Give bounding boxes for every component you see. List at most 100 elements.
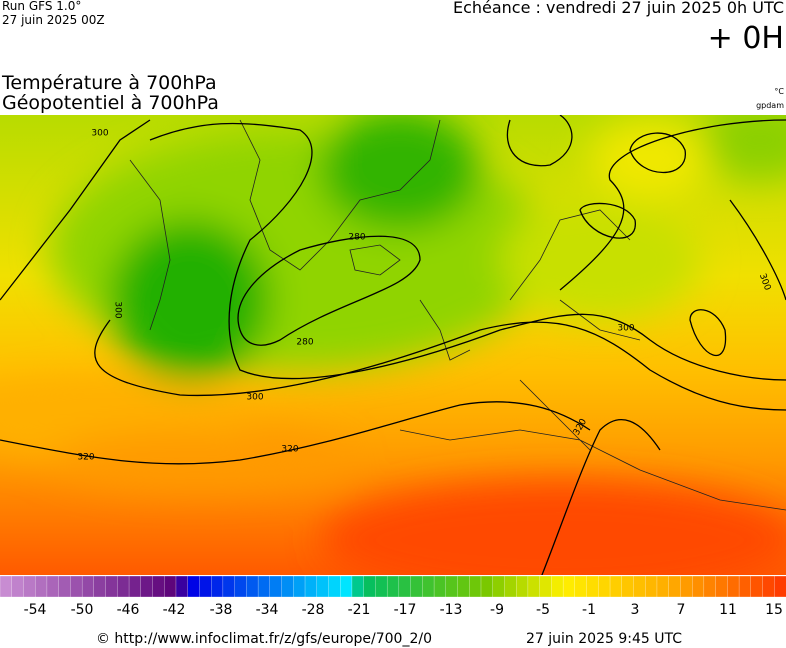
swatch [398, 575, 412, 598]
scale-label: -42 [163, 602, 186, 618]
contour-label: 280 [296, 338, 313, 348]
unit: °C [774, 87, 784, 96]
swatch [750, 575, 764, 598]
swatch [645, 575, 658, 598]
map: 300 280 280 300 300 300 300 320 320 320 [0, 115, 786, 575]
scale-label: -54 [24, 602, 47, 618]
swatch [586, 575, 599, 598]
run: Run GFS 1.0° [2, 0, 81, 13]
swatch [70, 575, 83, 598]
scale-label: -1 [582, 602, 596, 618]
swatch [480, 575, 494, 598]
swatch [93, 575, 107, 598]
swatch [340, 575, 353, 598]
swatch [46, 575, 60, 598]
swatch [609, 575, 623, 598]
scale-label: -50 [71, 602, 94, 618]
swatch [562, 575, 576, 598]
scale-label: 7 [677, 602, 686, 618]
swatch [504, 575, 517, 598]
scale-label: -21 [348, 602, 371, 618]
unit: gpdam [756, 101, 784, 110]
swatch [328, 575, 341, 598]
scale-label: -13 [440, 602, 463, 618]
swatch [574, 575, 588, 598]
run-date: 27 juin 2025 00Z [2, 13, 105, 27]
title: Géopotentiel à 700hPa [2, 92, 219, 114]
swatch [375, 575, 388, 598]
swatch [551, 575, 564, 598]
swatch [140, 575, 154, 598]
swatch [445, 575, 459, 598]
swatch [304, 575, 318, 598]
contour-label: 280 [348, 233, 365, 243]
scale-label: 11 [719, 602, 737, 618]
source-url: © http://www.infoclimat.fr/z/gfs/europe/… [96, 631, 432, 647]
echeance: Echéance : vendredi 27 juin 2025 0h UTC [453, 0, 784, 17]
swatch [703, 575, 717, 598]
swatch [527, 575, 541, 598]
swatch [128, 575, 142, 598]
swatch [0, 575, 13, 598]
swatch [363, 575, 377, 598]
swatch [656, 575, 670, 598]
swatch [774, 575, 786, 598]
contour-label: 320 [281, 445, 298, 455]
swatch [211, 575, 224, 598]
swatch [246, 575, 259, 598]
scale-label: -9 [490, 602, 504, 618]
swatch [727, 575, 740, 598]
swatch [164, 575, 177, 598]
swatch [105, 575, 118, 598]
swatch [738, 575, 752, 598]
swatch [386, 575, 400, 598]
swatch [293, 575, 306, 598]
swatch [58, 575, 72, 598]
swatch [152, 575, 165, 598]
scale-label: -17 [394, 602, 417, 618]
swatch [351, 575, 365, 598]
scale-label: -28 [302, 602, 325, 618]
scale-label: -34 [256, 602, 279, 618]
color-scale [0, 575, 786, 598]
swatch [492, 575, 506, 598]
swatch [691, 575, 705, 598]
scale-label: 15 [765, 602, 783, 618]
swatch [81, 575, 95, 598]
contour-label: 320 [77, 453, 94, 463]
swatch [23, 575, 36, 598]
scale-label: -46 [117, 602, 140, 618]
title: Température à 700hPa [1, 72, 217, 94]
swatch [433, 575, 447, 598]
scale-label: -38 [210, 602, 233, 618]
color-scale-labels: -54 -50 -46 -42 -38 -34 -28 -21 -17 -13 -9 -5 -1 3 7 11… [24, 602, 783, 618]
swatch [516, 575, 529, 598]
swatch [621, 575, 635, 598]
scale-label: -5 [536, 602, 550, 618]
contour-label: 300 [246, 393, 263, 403]
contour-label: 300 [113, 301, 123, 318]
contour-label: 300 [617, 324, 634, 334]
swatch [11, 575, 25, 598]
swatch [762, 575, 775, 598]
swatch [598, 575, 611, 598]
scale-label: 3 [631, 602, 640, 618]
swatch [187, 575, 201, 598]
swatch [410, 575, 423, 598]
swatch [234, 575, 248, 598]
swatch [269, 575, 283, 598]
swatch [422, 575, 435, 598]
swatch [281, 575, 294, 598]
swatch [316, 575, 330, 598]
swatch [35, 575, 48, 598]
swatch [715, 575, 728, 598]
swatch [680, 575, 693, 598]
swatch [117, 575, 130, 598]
swatch [633, 575, 646, 598]
offset: + 0H [708, 21, 784, 56]
swatch [222, 575, 236, 598]
contour-label: 300 [91, 129, 108, 139]
swatch [199, 575, 212, 598]
swatch [668, 575, 682, 598]
